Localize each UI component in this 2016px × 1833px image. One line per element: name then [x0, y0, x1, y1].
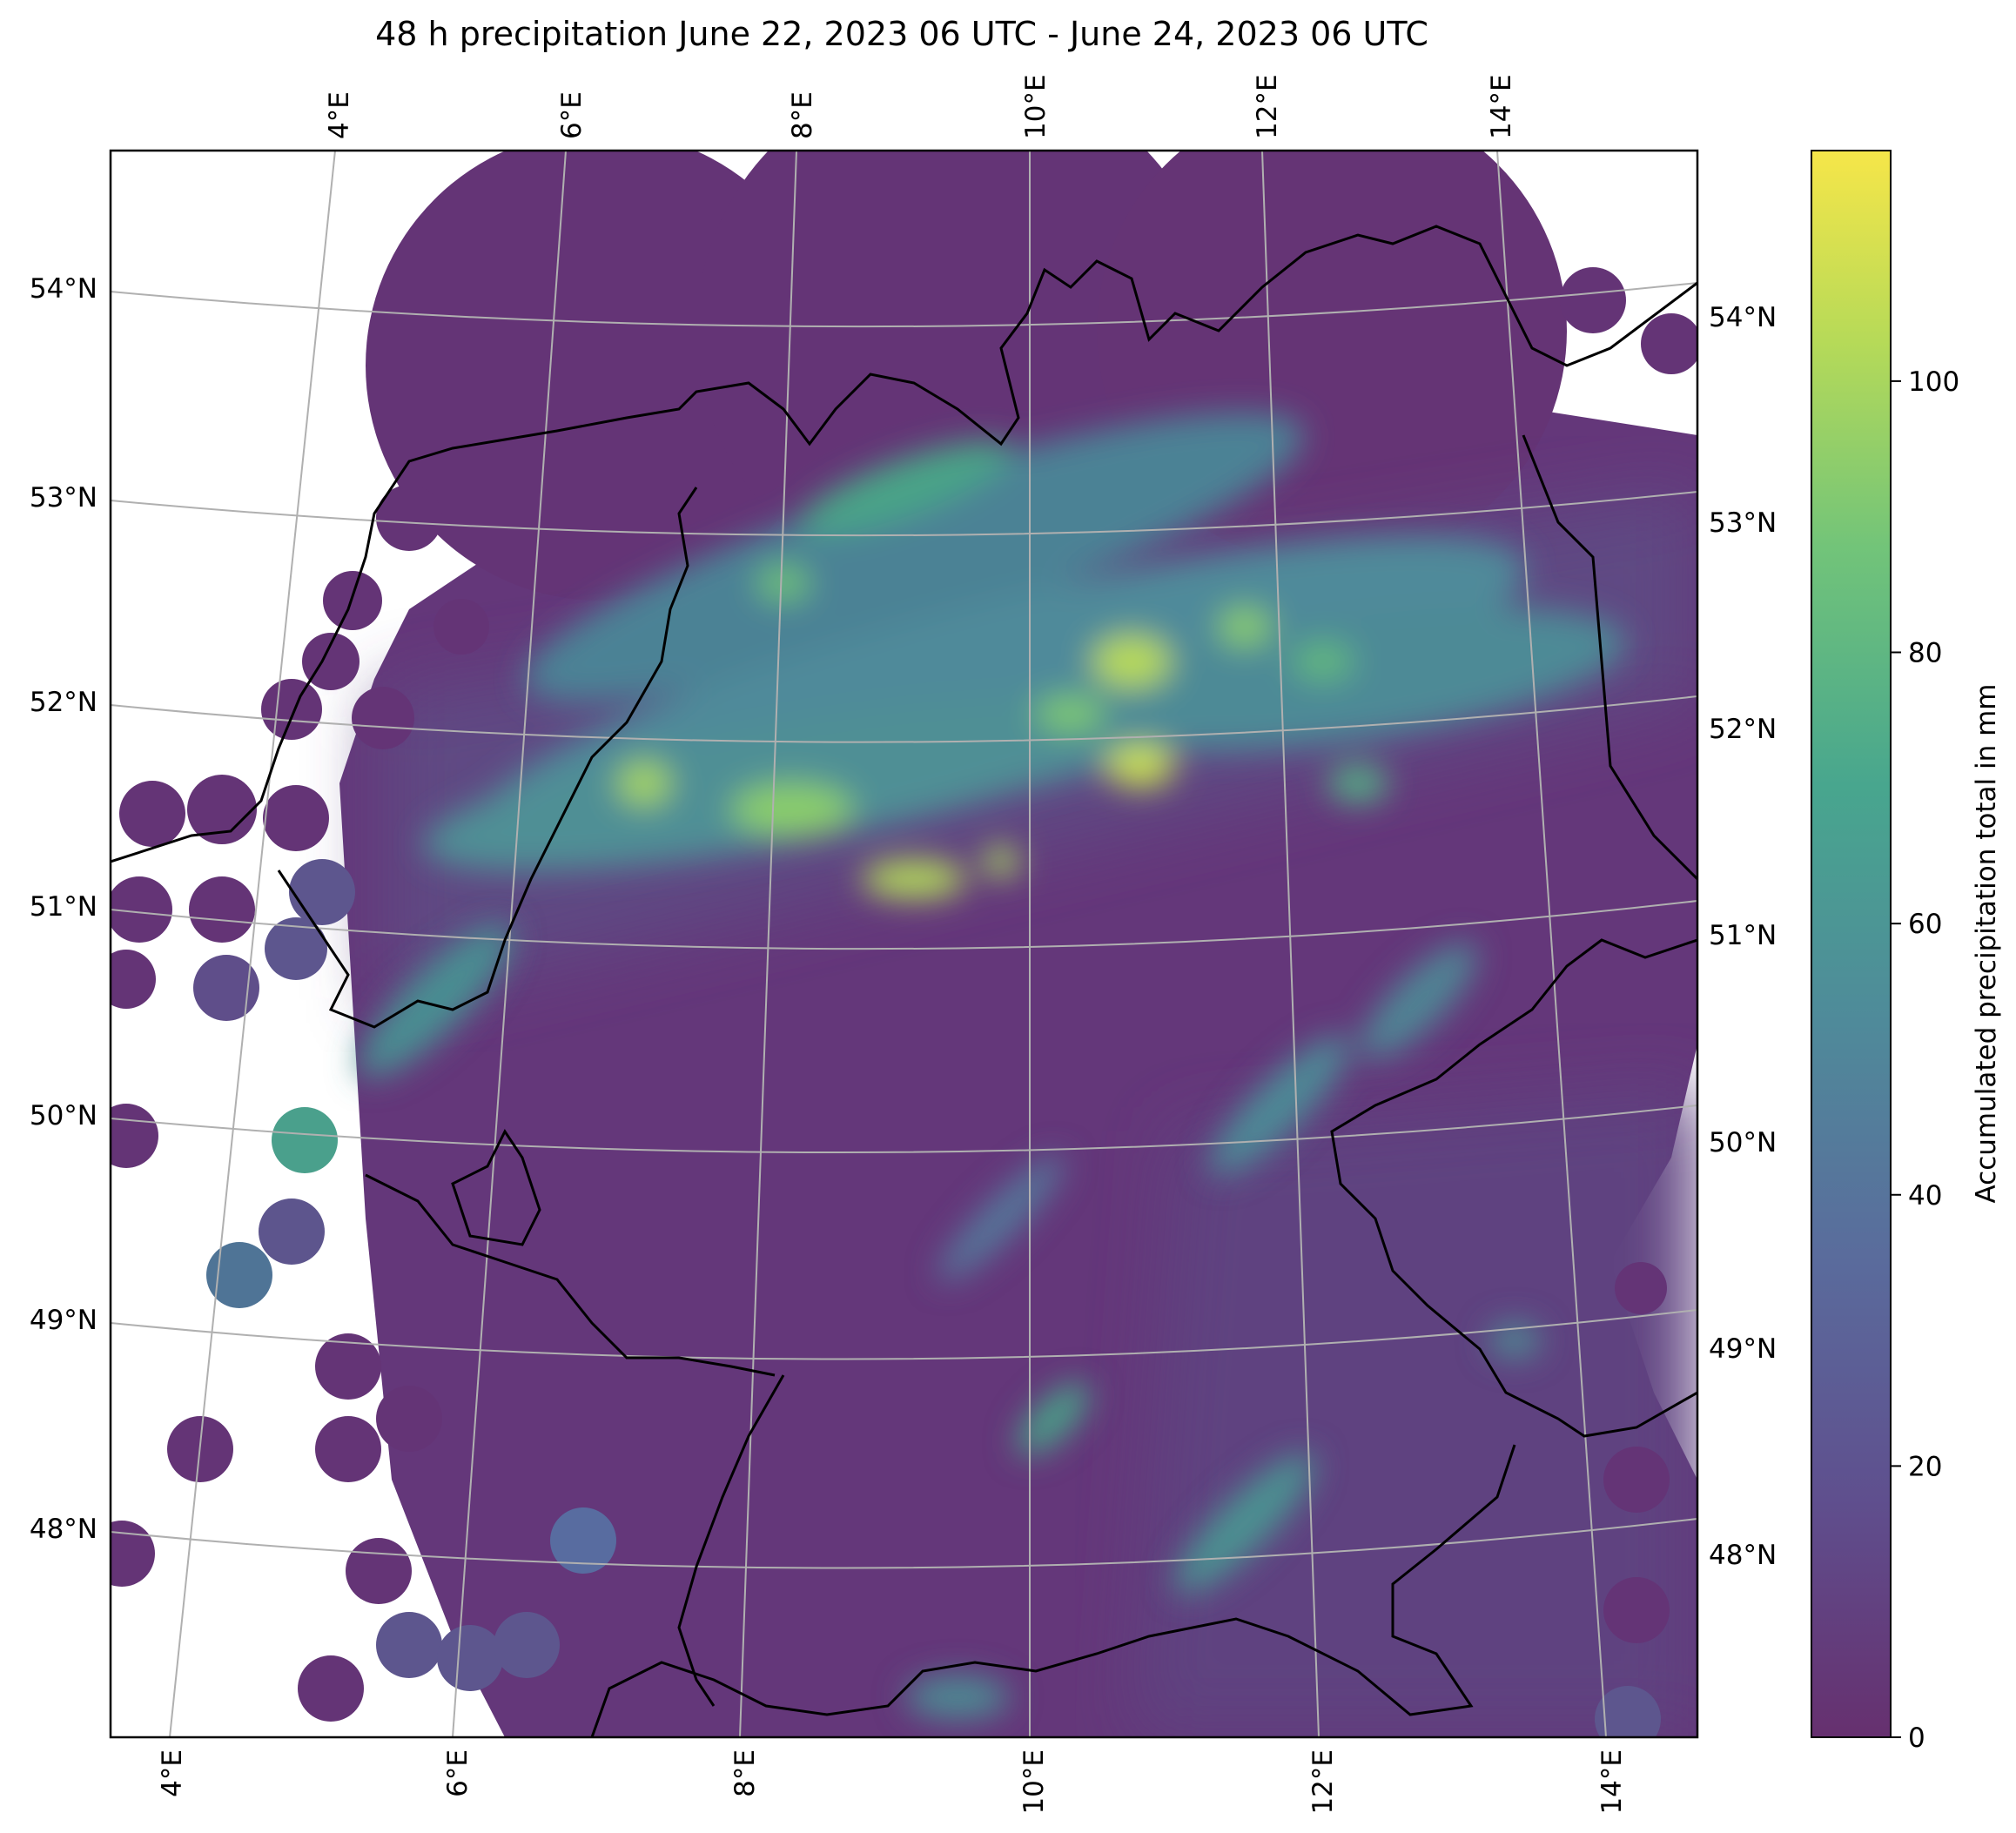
lon-label-bottom-3: 10°E [1018, 1749, 1050, 1815]
lon-label-bottom-0: 4°E [157, 1749, 188, 1797]
colorbar-tick-label: 40 [1908, 1180, 1942, 1212]
lat-labels-right: 54°N 53°N 52°N 51°N 50°N 49°N 48°N [1709, 302, 1777, 1571]
lon-label-top-0: 4°E [324, 91, 355, 139]
colorbar-tick-label: 0 [1908, 1722, 1925, 1754]
map-title: 48 h precipitation June 22, 2023 06 UTC … [375, 15, 1428, 53]
colorbar-gradient [1811, 150, 1892, 1738]
lat-label-right-2: 52°N [1709, 714, 1777, 745]
lon-label-bottom-4: 12°E [1307, 1749, 1339, 1815]
lon-labels-bottom: 4°E 6°E 8°E 10°E 12°E 14°E [157, 1749, 1628, 1815]
station-discs [111, 267, 1697, 1737]
lat-label-left-6: 48°N [30, 1514, 97, 1545]
lon-label-bottom-2: 8°E [729, 1749, 761, 1797]
colorbar-tick-label: 20 [1908, 1451, 1942, 1482]
lon-label-top-5: 14°E [1486, 74, 1517, 139]
lat-label-left-5: 49°N [30, 1305, 97, 1336]
colorbar-ticks: 0 20 40 60 80 100 [1891, 366, 1959, 1754]
colorbar-tick-label: 60 [1908, 909, 1942, 940]
lat-label-right-0: 54°N [1709, 302, 1777, 333]
rain-streaks-south [358, 923, 1541, 1719]
lat-label-left-2: 52°N [30, 687, 97, 718]
lat-label-right-6: 48°N [1709, 1540, 1777, 1571]
lat-label-right-1: 53°N [1709, 507, 1777, 539]
lon-label-bottom-1: 6°E [442, 1749, 474, 1797]
lat-labels-left: 54°N 53°N 52°N 51°N 50°N 49°N 48°N [30, 273, 97, 1545]
lon-label-top-3: 10°E [1020, 74, 1052, 139]
colorbar-tick-label: 80 [1908, 638, 1942, 669]
colorbar-label: Accumulated precipitation total in mm [1971, 683, 2002, 1203]
lat-label-left-3: 51°N [30, 891, 97, 923]
colorbar: 0 20 40 60 80 100 Accumulated precipitation t… [1811, 150, 2002, 1754]
lat-label-right-3: 51°N [1709, 920, 1777, 951]
map-axes [109, 149, 1699, 1739]
lat-label-right-5: 49°N [1709, 1333, 1777, 1365]
lat-label-right-4: 50°N [1709, 1127, 1777, 1158]
precipitation-field [111, 151, 1697, 1737]
graticule [111, 151, 1697, 1737]
lon-label-bottom-5: 14°E [1596, 1749, 1628, 1815]
coastlines-borders [111, 225, 1697, 1737]
rain-band-north [423, 412, 1626, 898]
lon-label-top-2: 8°E [787, 91, 818, 139]
lat-label-left-0: 54°N [30, 273, 97, 305]
colorbar-tick-label: 100 [1908, 366, 1959, 398]
lon-label-top-1: 6°E [556, 91, 588, 139]
lat-label-left-1: 53°N [30, 482, 97, 514]
lat-label-left-4: 50°N [30, 1100, 97, 1131]
lon-labels-top: 4°E 6°E 8°E 10°E 12°E 14°E [324, 74, 1517, 139]
lon-label-top-4: 12°E [1252, 74, 1283, 139]
